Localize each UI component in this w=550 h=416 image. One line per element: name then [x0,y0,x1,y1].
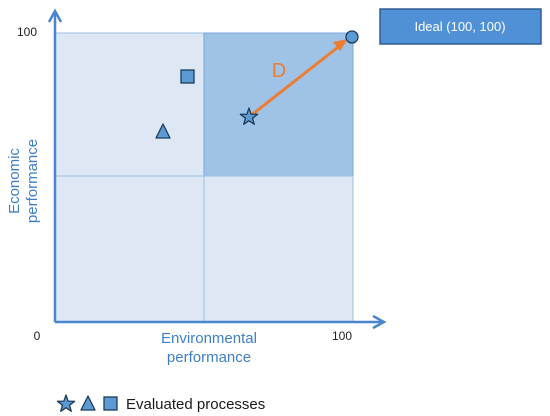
quadrant-bottom-right [203,175,354,323]
ideal-box [379,8,542,45]
legend-triangle-icon [80,395,96,411]
x-axis-arrowhead [372,314,387,330]
distance-arrowhead [333,39,348,51]
process-square-marker-icon [180,69,195,84]
x-tick-max: 100 [332,329,352,343]
y-axis-title-line2: performance [24,139,41,223]
y-axis-title-line1: Economic [6,148,23,214]
distance-label: D [272,60,286,82]
legend-square-icon [103,396,118,411]
legend-label: Evaluated processes [126,396,265,413]
ideal-box-label: Ideal (100, 100) [414,19,505,34]
ideal-point-circle-icon [345,30,359,44]
quadrant-top-left [54,32,205,177]
y-axis-arrowhead [47,8,63,23]
legend: Evaluated processes [56,394,265,413]
y-tick-max: 100 [17,25,37,39]
quadrant-bottom-left [54,175,205,323]
process-triangle-marker-icon [155,123,171,139]
legend-star-icon [56,394,76,412]
x-axis-title-line1: Environmental [161,330,257,347]
quadrant-top-right-highlight [203,32,354,177]
process-star-marker-icon [239,107,259,125]
x-axis-title-line2: performance [167,349,251,366]
distance-arrow-line [248,42,343,119]
origin-label: 0 [34,329,41,343]
